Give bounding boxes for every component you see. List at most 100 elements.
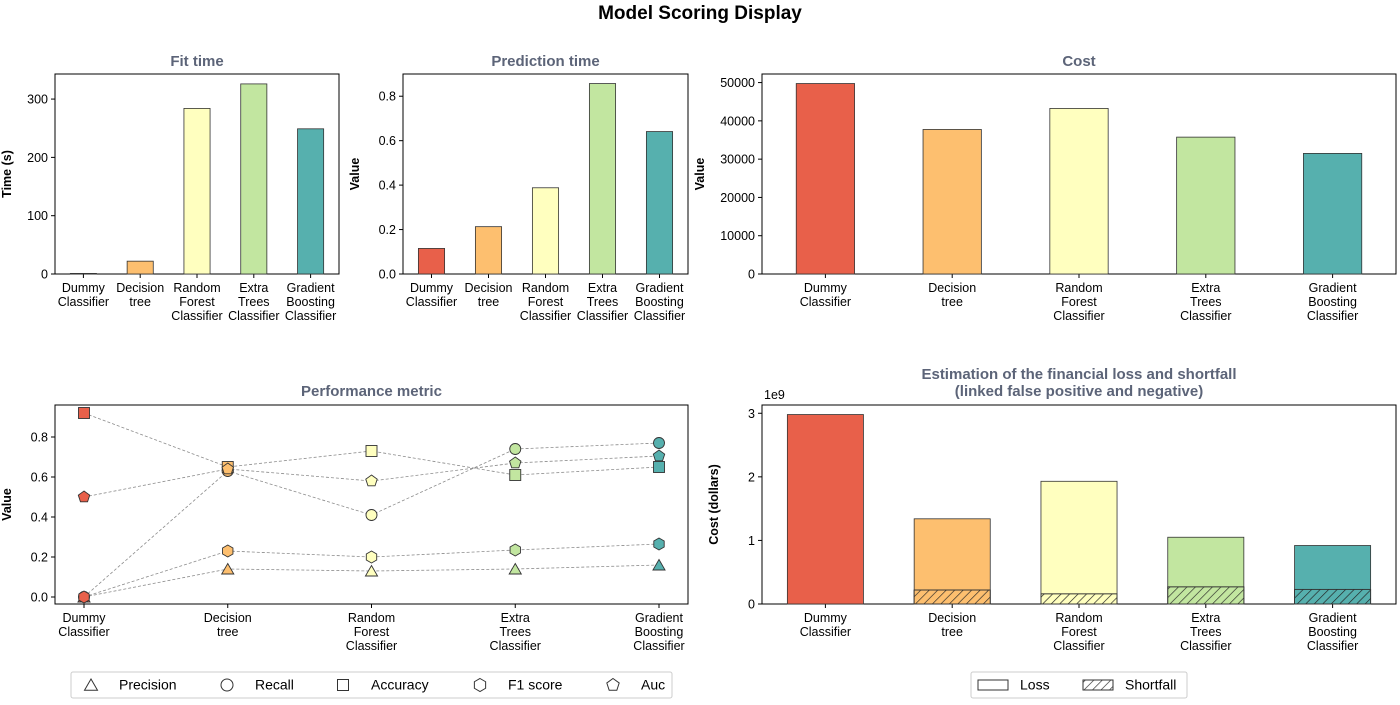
financial-loss-ylabel: Cost (dollars) xyxy=(707,464,721,545)
performance-point-circle xyxy=(653,437,665,449)
performance-point-square xyxy=(653,461,665,473)
financial-loss-loss-bar xyxy=(786,414,864,605)
financial-loss-shortfall-hatch xyxy=(1294,588,1372,605)
performance-ytick-label: 0.6 xyxy=(31,471,48,485)
performance-point-hexagon xyxy=(365,550,378,564)
performance-point-pentagon xyxy=(652,449,666,462)
financial-loss-shortfall-hatch xyxy=(913,589,991,605)
financial-loss-title: (linked false positive and negative) xyxy=(955,383,1203,400)
fit-time-bar xyxy=(69,273,97,275)
performance-point-circle xyxy=(509,443,522,455)
metrics-legend-box xyxy=(70,671,673,699)
fit-time-ytick-label: 100 xyxy=(27,209,48,223)
performance-point-square xyxy=(78,407,90,419)
performance-point-circle xyxy=(365,509,378,521)
financial-loss-loss-bar xyxy=(1040,480,1118,605)
performance-point-square xyxy=(365,445,378,457)
fit-time-ytick-label: 200 xyxy=(27,151,48,165)
performance-point-square xyxy=(509,469,522,481)
financial-loss-title: Estimation of the financial loss and sho… xyxy=(921,366,1236,383)
cost-ytick-label: 30000 xyxy=(720,153,755,167)
fit-time-bar xyxy=(183,108,211,275)
legend-label: Accuracy xyxy=(371,677,429,693)
prediction-time-xtick-label: Random Forest Classifier xyxy=(520,281,571,323)
performance-point-pentagon xyxy=(365,474,378,487)
performance-xtick-label: Random Forest Classifier xyxy=(346,611,397,653)
performance-point-hexagon xyxy=(78,590,90,604)
prediction-time-xtick-label: Gradient Boosting Classifier xyxy=(634,281,685,323)
fit-time-xtick-label: Gradient Boosting Classifier xyxy=(285,281,336,323)
prediction-time-ylabel: Value xyxy=(348,158,362,191)
fit-time-title: Fit time xyxy=(170,53,223,70)
fit-time-ytick-label: 300 xyxy=(27,93,48,107)
cost-xtick-label: Extra Trees Classifier xyxy=(1180,281,1231,323)
cost-ytick-label: 40000 xyxy=(720,114,755,128)
prediction-time-bar xyxy=(417,248,446,275)
prediction-time-xtick-label: Dummy Classifier xyxy=(406,281,457,309)
prediction-time-bar xyxy=(645,131,674,275)
cost-bar xyxy=(1303,153,1363,275)
cost-bar xyxy=(922,129,982,275)
performance-xtick-label: Gradient Boosting Classifier xyxy=(633,611,684,653)
legend-shortfall-swatch xyxy=(1082,679,1114,691)
cost-bar xyxy=(795,83,855,275)
cost-ytick-label: 20000 xyxy=(720,191,755,205)
performance-point-triangle xyxy=(508,562,523,575)
cost-ytick-label: 10000 xyxy=(720,229,755,243)
performance-point-triangle xyxy=(364,564,379,577)
cost-xtick-label: Gradient Boosting Classifier xyxy=(1307,281,1358,323)
loss-legend-box xyxy=(970,671,1188,699)
performance-point-pentagon xyxy=(221,462,234,475)
fit-time-bar xyxy=(297,128,325,275)
cost-bar xyxy=(1176,136,1236,275)
cost-title: Cost xyxy=(1062,53,1095,70)
fit-time-xtick-label: Extra Trees Classifier xyxy=(228,281,279,323)
performance-ytick-label: 0.8 xyxy=(31,431,48,445)
performance-point-pentagon xyxy=(509,456,522,469)
performance-point-triangle xyxy=(652,558,666,571)
performance-ytick-label: 0.4 xyxy=(31,511,48,525)
performance-title: Performance metric xyxy=(301,383,442,400)
financial-loss-multiplier: 1e9 xyxy=(764,388,785,402)
legend-circle-icon xyxy=(220,678,234,692)
legend-label: Shortfall xyxy=(1125,677,1176,693)
prediction-time-title: Prediction time xyxy=(491,53,599,70)
financial-loss-ytick-label: 3 xyxy=(748,407,755,421)
prediction-time-bar xyxy=(588,83,617,275)
financial-loss-xtick-label: Dummy Classifier xyxy=(800,611,851,639)
prediction-time-ytick-label: 0.8 xyxy=(379,90,396,104)
financial-loss-shortfall-hatch xyxy=(1040,593,1118,605)
financial-loss-xtick-label: Extra Trees Classifier xyxy=(1180,611,1231,653)
cost-xtick-label: Random Forest Classifier xyxy=(1053,281,1104,323)
fit-time-xtick-label: Decision tree xyxy=(116,281,164,309)
performance-point-hexagon xyxy=(222,544,234,558)
performance-xtick-label: Extra Trees Classifier xyxy=(490,611,541,653)
cost-ytick-label: 0 xyxy=(748,268,755,282)
prediction-time-xtick-label: Extra Trees Classifier xyxy=(577,281,628,323)
performance-xtick-label: Decision tree xyxy=(204,611,252,639)
financial-loss-shortfall-hatch xyxy=(1167,586,1245,605)
legend-loss-swatch xyxy=(977,679,1009,691)
financial-loss-ytick-label: 2 xyxy=(748,470,755,484)
performance-point-hexagon xyxy=(509,543,521,557)
fit-time-xtick-label: Dummy Classifier xyxy=(58,281,109,309)
legend-pentagon-icon xyxy=(606,677,620,691)
fit-time-ytick-label: 0 xyxy=(41,268,48,282)
financial-loss-ytick-label: 0 xyxy=(748,598,755,612)
cost-xtick-label: Decision tree xyxy=(928,281,976,309)
performance-point-triangle xyxy=(220,562,235,575)
legend-label: Precision xyxy=(119,677,177,693)
prediction-time-ytick-label: 0.4 xyxy=(379,179,396,193)
prediction-time-ytick-label: 0.2 xyxy=(379,223,396,237)
financial-loss-xtick-label: Random Forest Classifier xyxy=(1053,611,1104,653)
performance-series-line xyxy=(83,543,660,598)
fit-time-xtick-label: Random Forest Classifier xyxy=(171,281,222,323)
prediction-time-xtick-label: Decision tree xyxy=(465,281,513,309)
legend-label: Loss xyxy=(1020,677,1050,693)
fit-time-bar xyxy=(240,83,268,275)
legend-label: Auc xyxy=(641,677,665,693)
legend-hexagon-icon xyxy=(473,677,487,693)
performance-ytick-label: 0.0 xyxy=(31,591,48,605)
fit-time-ylabel: Time (s) xyxy=(0,150,14,198)
performance-point-hexagon xyxy=(653,537,665,551)
